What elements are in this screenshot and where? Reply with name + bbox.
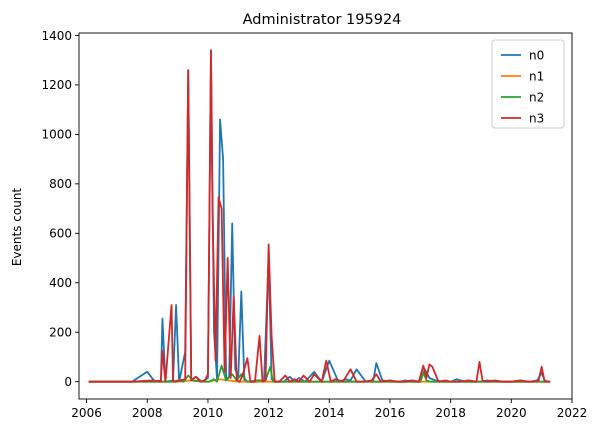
x-tick-label-2016: 2016 [375, 406, 406, 420]
legend-label-n3: n3 [529, 111, 544, 125]
x-tick-label-2022: 2022 [557, 406, 588, 420]
x-tick-label-2010: 2010 [193, 406, 224, 420]
y-tick-label-1200: 1200 [41, 78, 72, 92]
legend: n0 n1 n2 n3 [491, 39, 565, 129]
y-axis-title: Events count [10, 188, 24, 267]
x-tick-label-2020: 2020 [496, 406, 527, 420]
x-tick-label-2006: 2006 [71, 406, 102, 420]
x-tick-label-2012: 2012 [253, 406, 284, 420]
y-tick-label-800: 800 [49, 177, 72, 191]
chart-title: Administrator 195924 [243, 12, 402, 28]
y-tick-label-1000: 1000 [41, 128, 72, 142]
y-tick-label-0: 0 [64, 375, 72, 389]
y-tick-label-400: 400 [49, 276, 72, 290]
x-tick-label-2014: 2014 [314, 406, 345, 420]
y-tick-label-200: 200 [49, 326, 72, 340]
y-tick-label-1400: 1400 [41, 29, 72, 43]
y-tick-label-600: 600 [49, 227, 72, 241]
legend-label-n2: n2 [529, 90, 544, 104]
legend-label-n1: n1 [529, 69, 544, 83]
legend-box [491, 39, 565, 129]
legend-label-n0: n0 [529, 48, 544, 62]
series-line-n3 [88, 49, 551, 383]
x-tick-label-2008: 2008 [132, 406, 163, 420]
axes-frame [78, 32, 573, 400]
plot-area: 2006 2008 2010 2012 2014 2016 2018 2020 2022 0 200… [41, 29, 587, 420]
x-tick-label-2018: 2018 [435, 406, 466, 420]
series-lines [88, 49, 551, 383]
